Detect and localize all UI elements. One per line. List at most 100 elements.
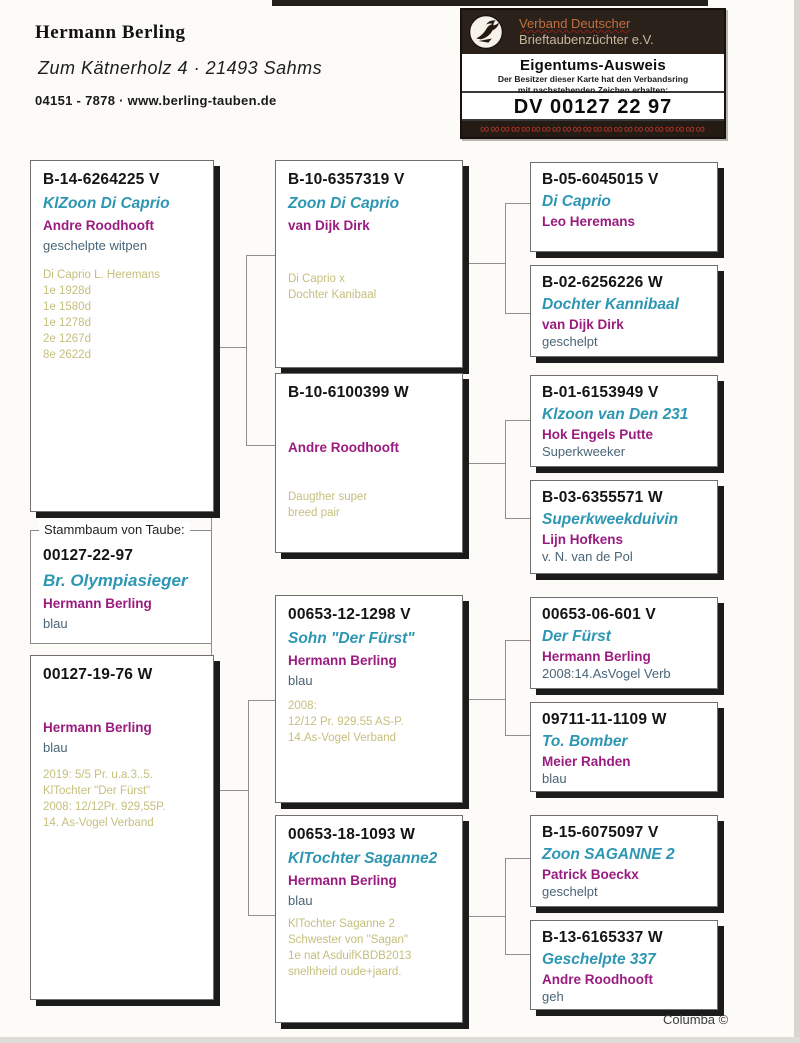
tree-title: Stammbaum von Taube: xyxy=(39,522,190,537)
performance-notes: Daugther super breed pair xyxy=(288,491,368,520)
connector-line xyxy=(469,263,505,264)
pigeon-name: Sohn "Der Fürst" xyxy=(288,630,415,647)
stamp-subtitle-line1: Der Besitzer dieser Karte hat den Verban… xyxy=(497,74,689,84)
connector-line xyxy=(248,915,275,916)
color-description: blau xyxy=(288,673,313,688)
owner-name: Hermann Berling xyxy=(35,22,186,43)
fancier-name: Hok Engels Putte xyxy=(542,427,654,442)
connector-line xyxy=(505,203,530,204)
connector-line xyxy=(220,790,248,791)
ring-number: B-01-6153949 V xyxy=(542,384,659,401)
ring-number: B-14-6264225 V xyxy=(43,171,160,188)
ring-number: B-15-6075097 V xyxy=(542,824,659,841)
fancier-name: Lijn Hofkens xyxy=(542,532,624,547)
ring-number: 00127-22-97 xyxy=(43,547,134,564)
software-credit: Columba © xyxy=(663,1012,729,1027)
connector-line xyxy=(505,313,530,314)
connector-line xyxy=(469,699,505,700)
ring-number: 00653-18-1093 W xyxy=(288,826,416,843)
box-grandmother-maternal: 00653-18-1093 W KlTochter Saganne2 Herma… xyxy=(275,815,463,1023)
pigeon-name: Br. Olympiasieger xyxy=(43,571,188,590)
connector-line xyxy=(246,255,275,256)
pigeon-name: To. Bomber xyxy=(542,733,628,750)
ring-number: 09711-11-1109 W xyxy=(542,711,667,728)
ring-number: B-05-6045015 V xyxy=(542,171,659,188)
performance-notes: 2008: 12/12 Pr. 929.55 AS-P. 14.As-Vogel… xyxy=(288,700,404,745)
connector-line xyxy=(505,640,530,641)
color-description: geschelpt xyxy=(542,334,598,349)
connector-line xyxy=(505,858,506,954)
ornament-band: ∞∞∞∞∞∞∞∞∞∞∞∞∞∞∞∞∞∞∞∞∞∞ xyxy=(462,121,724,137)
pigeon-name: KlTochter Saganne2 xyxy=(288,850,438,867)
box-great-grandparent-4: B-03-6355571 W Superkweekduivin Lijn Hof… xyxy=(530,480,718,574)
fancier-name: Hermann Berling xyxy=(542,649,651,664)
color-description: v. N. van de Pol xyxy=(542,549,633,564)
connector-line xyxy=(505,420,530,421)
ring-number: B-10-6357319 V xyxy=(288,171,405,188)
scan-artifact-right xyxy=(794,0,800,1043)
fancier-name: Andre Roodhooft xyxy=(43,218,154,233)
stamp-subtitle-line2: mit nachstehenden Zeichen erhalten: xyxy=(517,84,669,95)
connector-line xyxy=(220,347,246,348)
ring-number-stamp: DV 00127 22 97 xyxy=(462,91,724,121)
ring-number: 00653-06-601 V xyxy=(542,606,656,623)
connector-line xyxy=(505,518,530,519)
fancier-name: van Dijk Dirk xyxy=(542,317,624,332)
dove-icon xyxy=(469,15,503,49)
box-grandmother-paternal: B-10-6100399 W Andre Roodhooft Daugther … xyxy=(275,373,463,553)
box-grandfather-paternal: B-10-6357319 V Zoon Di Caprio van Dijk D… xyxy=(275,160,463,368)
performance-notes: Di Caprio L. Heremans 1e 1928d 1e 1580d … xyxy=(43,269,160,362)
color-description: blau xyxy=(43,740,68,755)
connector-line xyxy=(505,735,530,736)
box-mother: 00127-19-76 W Hermann Berling blau 2019:… xyxy=(30,655,214,1000)
box-great-grandparent-6: 09711-11-1109 W To. Bomber Meier Rahden … xyxy=(530,702,718,792)
box-great-grandparent-2: B-02-6256226 W Dochter Kannibaal van Dij… xyxy=(530,265,718,357)
box-great-grandparent-3: B-01-6153949 V Klzoon van Den 231 Hok En… xyxy=(530,375,718,467)
box-great-grandparent-5: 00653-06-601 V Der Fürst Hermann Berling… xyxy=(530,597,718,689)
connector-line xyxy=(469,463,505,464)
fancier-name: Andre Roodhooft xyxy=(288,440,399,455)
pigeon-name: Dochter Kannibaal xyxy=(542,296,679,313)
stamp-org-line2: Brieftaubenzüchter e.V. xyxy=(519,32,654,47)
performance-notes: KlTochter Saganne 2 Schwester von "Sagan… xyxy=(288,918,412,979)
pigeon-name: Zoon SAGANNE 2 xyxy=(542,846,675,863)
fancier-name: Leo Heremans xyxy=(542,214,636,229)
performance-notes: Di Caprio x Dochter Kanibaal xyxy=(288,273,377,302)
fancier-name: Hermann Berling xyxy=(288,873,397,888)
pigeon-name: KlZoon Di Caprio xyxy=(43,195,170,212)
connector-line xyxy=(505,420,506,518)
scan-artifact-top xyxy=(272,0,708,6)
box-grandfather-maternal: 00653-12-1298 V Sohn "Der Fürst" Hermann… xyxy=(275,595,463,803)
color-description: blau xyxy=(288,893,313,908)
connector-line xyxy=(246,255,247,446)
ring-number: 00653-12-1298 V xyxy=(288,606,411,623)
connector-line xyxy=(246,445,275,446)
color-description: blau xyxy=(542,771,567,786)
fancier-name: Patrick Boeckx xyxy=(542,867,639,882)
fancier-name: Andre Roodhooft xyxy=(542,972,653,987)
pigeon-name: Superkweekduivin xyxy=(542,511,679,528)
connector-line xyxy=(248,700,275,701)
connector-line xyxy=(469,916,505,917)
fancier-name: Hermann Berling xyxy=(43,596,152,611)
owner-address: Zum Kätnerholz 4 · 21493 Sahms xyxy=(38,58,323,78)
ownership-stamp: Verband Deutscher Brieftaubenzüchter e.V… xyxy=(460,8,726,139)
fancier-name: Hermann Berling xyxy=(43,720,152,735)
color-description: 2008:14.AsVogel Verb xyxy=(542,666,671,681)
scan-artifact-bottom xyxy=(0,1037,800,1043)
box-great-grandparent-8: B-13-6165337 W Geschelpte 337 Andre Rood… xyxy=(530,920,718,1010)
ring-number: B-03-6355571 W xyxy=(542,489,663,506)
stamp-title: Eigentums-Ausweis xyxy=(520,57,666,74)
pigeon-name: Der Fürst xyxy=(542,628,611,645)
performance-notes: 2019: 5/5 Pr. u.a.3..5. KlTochter "Der F… xyxy=(43,769,166,830)
box-great-grandparent-7: B-15-6075097 V Zoon SAGANNE 2 Patrick Bo… xyxy=(530,815,718,907)
box-father: B-14-6264225 V KlZoon Di Caprio Andre Ro… xyxy=(30,160,214,512)
connector-line xyxy=(211,644,212,655)
connector-line xyxy=(248,700,249,915)
ring-number: B-10-6100399 W xyxy=(288,384,409,401)
stamp-header-band: Verband Deutscher Brieftaubenzüchter e.V… xyxy=(462,10,724,54)
pigeon-name: Zoon Di Caprio xyxy=(288,195,400,212)
box-great-grandparent-1: B-05-6045015 V Di Caprio Leo Heremans xyxy=(530,162,718,252)
color-description: blau xyxy=(43,616,68,631)
